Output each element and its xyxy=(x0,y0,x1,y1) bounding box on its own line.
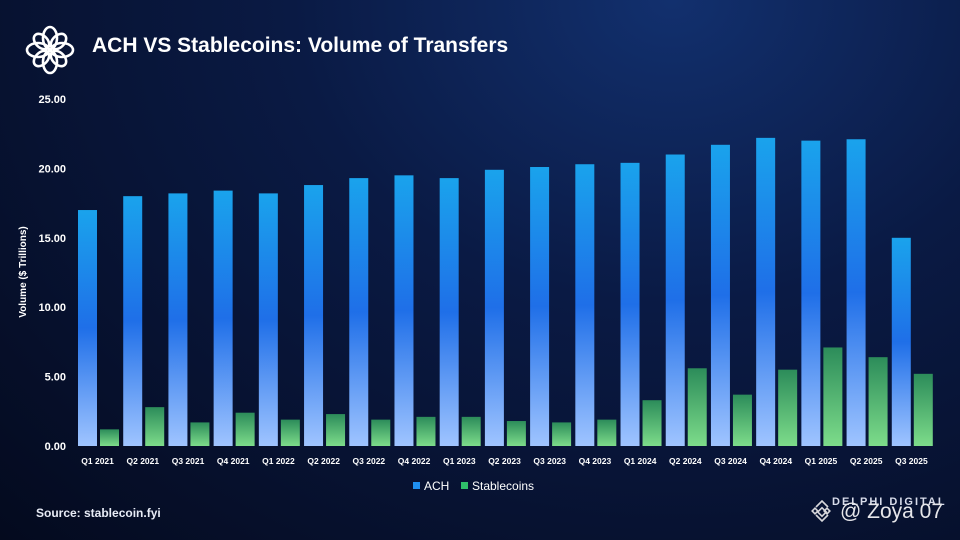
y-tick-label: 10.00 xyxy=(38,302,66,314)
bar-stablecoins-0 xyxy=(100,429,119,446)
bar-ach-10 xyxy=(530,167,550,446)
x-tick-label: Q3 2022 xyxy=(353,456,386,466)
x-tick-label: Q1 2022 xyxy=(262,456,295,466)
bar-ach-1 xyxy=(123,196,143,446)
y-tick-label: 20.00 xyxy=(38,163,66,175)
bar-stablecoins-14 xyxy=(732,394,752,446)
delphi-flower-icon xyxy=(25,25,75,75)
bar-stablecoins-10 xyxy=(552,422,572,446)
x-tick-label: Q3 2021 xyxy=(172,456,205,466)
bar-ach-13 xyxy=(665,154,685,446)
legend-label-ach: ACH xyxy=(424,479,449,493)
y-tick-label: 5.00 xyxy=(45,372,66,384)
x-tick-label: Q3 2025 xyxy=(895,456,928,466)
bar-ach-11 xyxy=(575,164,595,446)
x-tick-label: Q3 2023 xyxy=(533,456,566,466)
chart-title: ACH VS Stablecoins: Volume of Transfers xyxy=(92,34,509,57)
x-tick-label: Q2 2021 xyxy=(127,456,160,466)
bar-ach-4 xyxy=(258,193,278,446)
y-tick-label: 25.00 xyxy=(38,94,66,106)
bar-ach-12 xyxy=(620,162,640,446)
bar-ach-5 xyxy=(304,185,324,446)
legend: ACH Stablecoins xyxy=(413,479,534,493)
legend-label-stablecoins: Stablecoins xyxy=(472,479,534,493)
bar-stablecoins-11 xyxy=(597,419,617,446)
x-tick-label: Q3 2024 xyxy=(714,456,747,466)
bar-ach-14 xyxy=(710,144,730,446)
bar-stablecoins-9 xyxy=(506,421,526,446)
x-tick-label: Q4 2021 xyxy=(217,456,250,466)
y-axis-label: Volume ($ Trillions) xyxy=(18,226,29,318)
x-tick-label: Q2 2024 xyxy=(669,456,702,466)
bar-stablecoins-17 xyxy=(868,357,888,446)
y-tick-label: 15.00 xyxy=(38,233,66,245)
bar-ach-7 xyxy=(394,175,414,446)
x-tick-label: Q4 2023 xyxy=(579,456,612,466)
x-tick-label: Q4 2024 xyxy=(759,456,792,466)
bar-stablecoins-1 xyxy=(145,407,165,446)
bar-stablecoins-13 xyxy=(687,368,707,446)
x-tick-label: Q2 2022 xyxy=(307,456,340,466)
bar-ach-18 xyxy=(891,237,911,446)
bar-ach-6 xyxy=(349,178,369,446)
bar-stablecoins-8 xyxy=(461,416,481,446)
bar-ach-3 xyxy=(213,190,233,446)
bar-ach-0 xyxy=(78,210,97,446)
header xyxy=(24,24,76,76)
bar-stablecoins-3 xyxy=(235,412,255,446)
x-tick-label: Q1 2024 xyxy=(624,456,657,466)
brand-label: DELPHI DIGITAL xyxy=(832,496,947,508)
bar-stablecoins-4 xyxy=(280,419,300,446)
legend-swatch-stablecoins xyxy=(461,482,468,489)
x-tick-label: Q1 2025 xyxy=(805,456,838,466)
bar-ach-17 xyxy=(846,139,866,446)
bar-stablecoins-6 xyxy=(371,419,391,446)
bar-ach-8 xyxy=(439,178,459,446)
x-tick-label: Q2 2025 xyxy=(850,456,883,466)
x-tick-label: Q1 2023 xyxy=(443,456,476,466)
bar-ach-16 xyxy=(801,140,821,446)
watermark: @ Zoya 07 xyxy=(810,500,943,524)
bar-stablecoins-7 xyxy=(416,416,436,446)
bar-ach-2 xyxy=(168,193,188,446)
bar-stablecoins-5 xyxy=(326,414,346,446)
x-tick-label: Q1 2021 xyxy=(81,456,114,466)
binance-logo-icon xyxy=(811,500,831,523)
bar-stablecoins-15 xyxy=(778,369,798,446)
bar-ach-15 xyxy=(756,137,776,446)
x-tick-label: Q2 2023 xyxy=(488,456,521,466)
bar-stablecoins-16 xyxy=(823,347,843,446)
bar-stablecoins-18 xyxy=(913,373,933,446)
bar-stablecoins-12 xyxy=(642,400,662,446)
legend-swatch-ach xyxy=(413,482,420,489)
bar-ach-9 xyxy=(484,169,504,446)
bar-stablecoins-2 xyxy=(190,422,210,446)
watermark-text: @ Zoya 07 xyxy=(840,500,944,523)
x-tick-label: Q4 2022 xyxy=(398,456,431,466)
source-note: Source: stablecoin.fyi xyxy=(36,506,161,520)
y-tick-label: 0.00 xyxy=(45,441,66,453)
